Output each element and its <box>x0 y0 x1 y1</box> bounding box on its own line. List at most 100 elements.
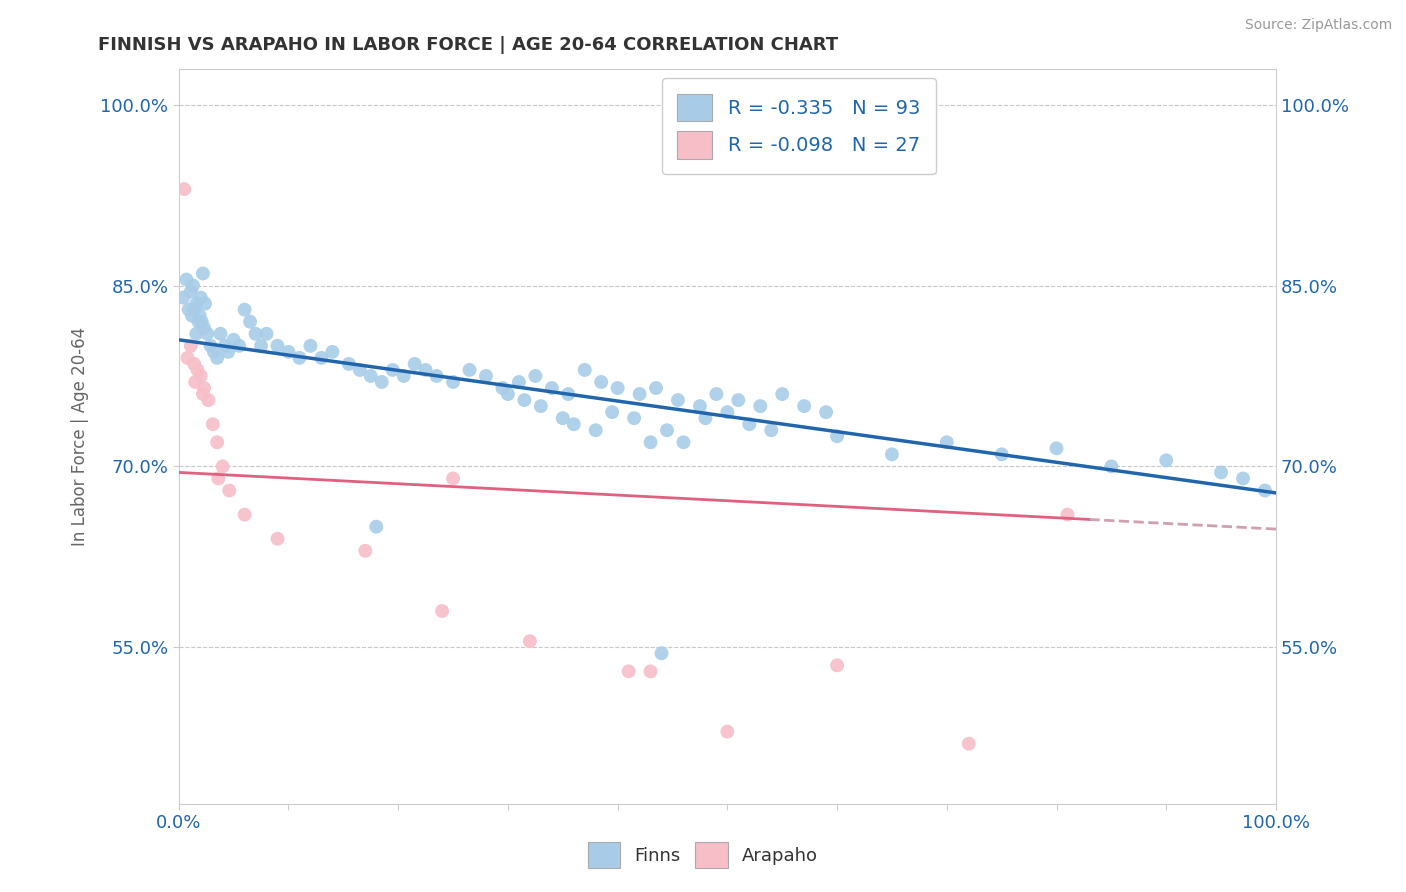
Point <box>392 368 415 383</box>
Point <box>606 381 628 395</box>
Point <box>716 405 738 419</box>
Point <box>825 429 848 443</box>
Point <box>706 387 728 401</box>
Point <box>190 368 212 383</box>
Point <box>194 296 217 310</box>
Point <box>266 339 288 353</box>
Point <box>321 344 343 359</box>
Point <box>716 724 738 739</box>
Point <box>172 291 194 305</box>
Point <box>695 411 717 425</box>
Point <box>190 291 212 305</box>
Y-axis label: In Labor Force | Age 20-64: In Labor Force | Age 20-64 <box>72 326 89 546</box>
Point <box>205 351 228 365</box>
Point <box>181 278 204 293</box>
Point <box>508 375 530 389</box>
Point <box>202 344 225 359</box>
Point <box>557 387 579 401</box>
Point <box>233 302 256 317</box>
Point <box>371 375 394 389</box>
Point <box>186 326 208 341</box>
Point <box>183 357 205 371</box>
Point <box>193 320 215 334</box>
Point <box>645 381 668 395</box>
Point <box>426 368 449 383</box>
Point <box>738 417 761 432</box>
Point <box>672 435 695 450</box>
Point <box>1232 471 1254 485</box>
Point <box>197 393 219 408</box>
Point <box>770 387 793 401</box>
Point <box>957 737 980 751</box>
Point <box>183 302 205 317</box>
Point <box>640 435 662 450</box>
Point <box>600 405 623 419</box>
Point <box>181 309 204 323</box>
Point <box>176 351 198 365</box>
Point <box>233 508 256 522</box>
Point <box>825 658 848 673</box>
Point <box>187 315 209 329</box>
Point <box>200 339 222 353</box>
Point <box>354 543 377 558</box>
Point <box>591 375 613 389</box>
Point <box>815 405 838 419</box>
Point <box>617 665 640 679</box>
Point <box>239 315 262 329</box>
Point <box>430 604 453 618</box>
Point <box>191 267 214 281</box>
Point <box>214 339 236 353</box>
Text: FINNISH VS ARAPAHO IN LABOR FORCE | AGE 20-64 CORRELATION CHART: FINNISH VS ARAPAHO IN LABOR FORCE | AGE … <box>98 36 838 54</box>
Point <box>666 393 689 408</box>
Point <box>1056 508 1078 522</box>
Point <box>519 634 541 648</box>
Point <box>349 363 371 377</box>
Point <box>880 447 903 461</box>
Point <box>195 326 218 341</box>
Point <box>540 381 562 395</box>
Point <box>299 339 322 353</box>
Point <box>266 532 288 546</box>
Point <box>222 333 245 347</box>
Point <box>441 471 464 485</box>
Point <box>562 417 585 432</box>
Point <box>177 302 200 317</box>
Point <box>551 411 574 425</box>
Point <box>381 363 404 377</box>
Point <box>990 447 1012 461</box>
Point <box>245 326 267 341</box>
Point <box>193 381 215 395</box>
Point <box>689 399 711 413</box>
Point <box>524 368 547 383</box>
Point <box>623 411 645 425</box>
Point <box>366 519 388 533</box>
Point <box>935 435 957 450</box>
Point <box>415 363 437 377</box>
Point <box>218 483 240 498</box>
Point <box>640 665 662 679</box>
Point <box>655 423 678 437</box>
Point <box>180 285 202 299</box>
Point <box>186 363 208 377</box>
Point <box>496 387 519 401</box>
Point <box>184 375 207 389</box>
Point <box>201 417 224 432</box>
Point <box>1209 466 1232 480</box>
Point <box>458 363 481 377</box>
Point <box>250 339 273 353</box>
Point <box>217 344 239 359</box>
Point <box>491 381 513 395</box>
Point <box>256 326 278 341</box>
Point <box>585 423 607 437</box>
Point <box>209 326 232 341</box>
Point <box>793 399 815 413</box>
Point <box>311 351 333 365</box>
Point <box>727 393 749 408</box>
Point <box>205 435 228 450</box>
Point <box>228 339 250 353</box>
Point <box>1154 453 1177 467</box>
Point <box>191 387 214 401</box>
Legend: Finns, Arapaho: Finns, Arapaho <box>576 831 830 879</box>
Point <box>404 357 426 371</box>
Point <box>191 315 214 329</box>
